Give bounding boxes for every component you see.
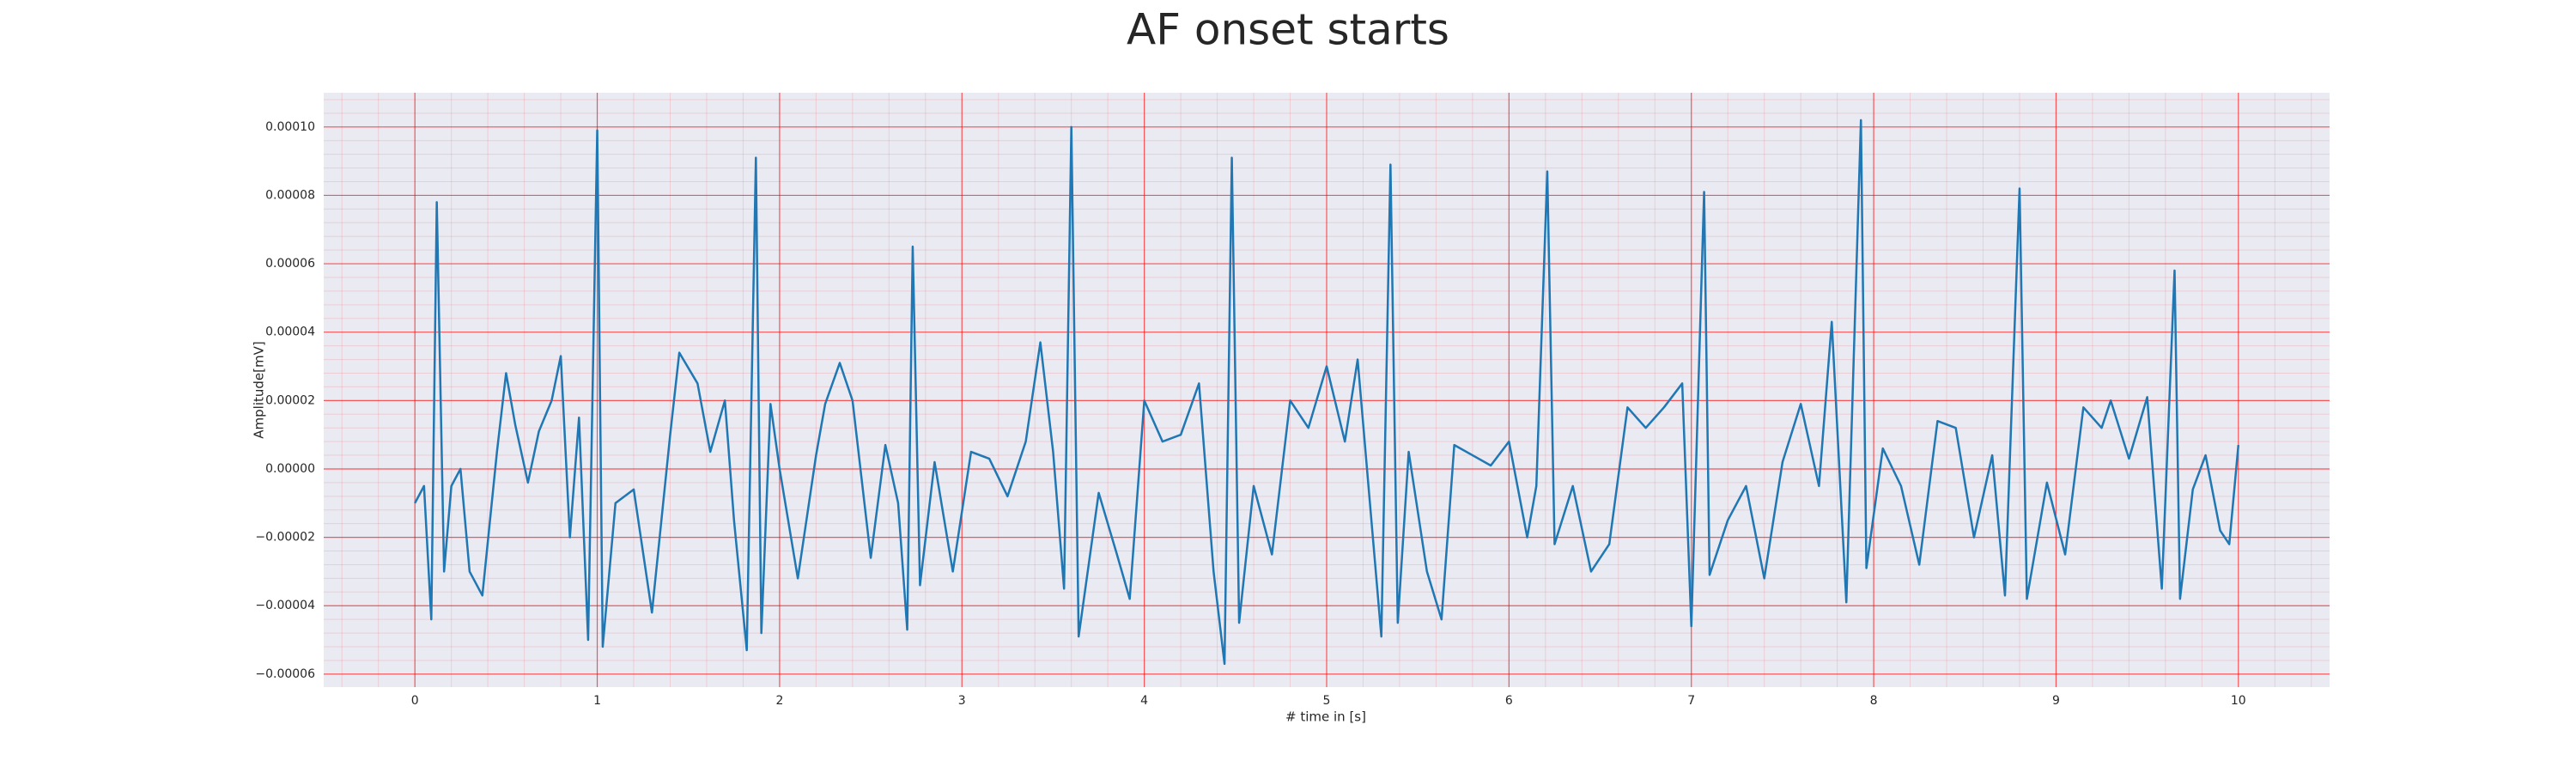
y-tick-label: −0.00004 — [255, 599, 315, 612]
y-tick-label: 0.00004 — [265, 326, 315, 339]
x-tick-label: 6 — [1505, 694, 1513, 708]
x-tick-label: 10 — [2231, 694, 2246, 708]
y-tick-label: 0.00008 — [265, 188, 315, 202]
x-axis-label: # time in [s] — [1285, 709, 1366, 725]
x-tick-label: 8 — [1870, 694, 1878, 708]
chart-title: AF onset starts — [1127, 5, 1449, 55]
line-series — [414, 119, 2240, 666]
y-tick-label: −0.00002 — [255, 531, 315, 545]
y-axis-label: Amplitude[mV] — [252, 341, 267, 438]
y-tick-label: 0.00010 — [265, 120, 315, 134]
x-tick-label: 0 — [411, 694, 419, 708]
x-tick-label: 4 — [1140, 694, 1148, 708]
x-tick-label: 7 — [1687, 694, 1695, 708]
y-tick-label: 0.00006 — [265, 257, 315, 271]
x-tick-label: 9 — [2052, 694, 2060, 708]
y-tick-label: −0.00006 — [255, 667, 315, 681]
x-tick-label: 5 — [1323, 694, 1331, 708]
x-tick-label: 3 — [958, 694, 966, 708]
x-tick-label: 2 — [775, 694, 783, 708]
x-tick-label: 1 — [593, 694, 601, 708]
y-tick-label: 0.00002 — [265, 393, 315, 407]
y-tick-label: 0.00000 — [265, 462, 315, 476]
